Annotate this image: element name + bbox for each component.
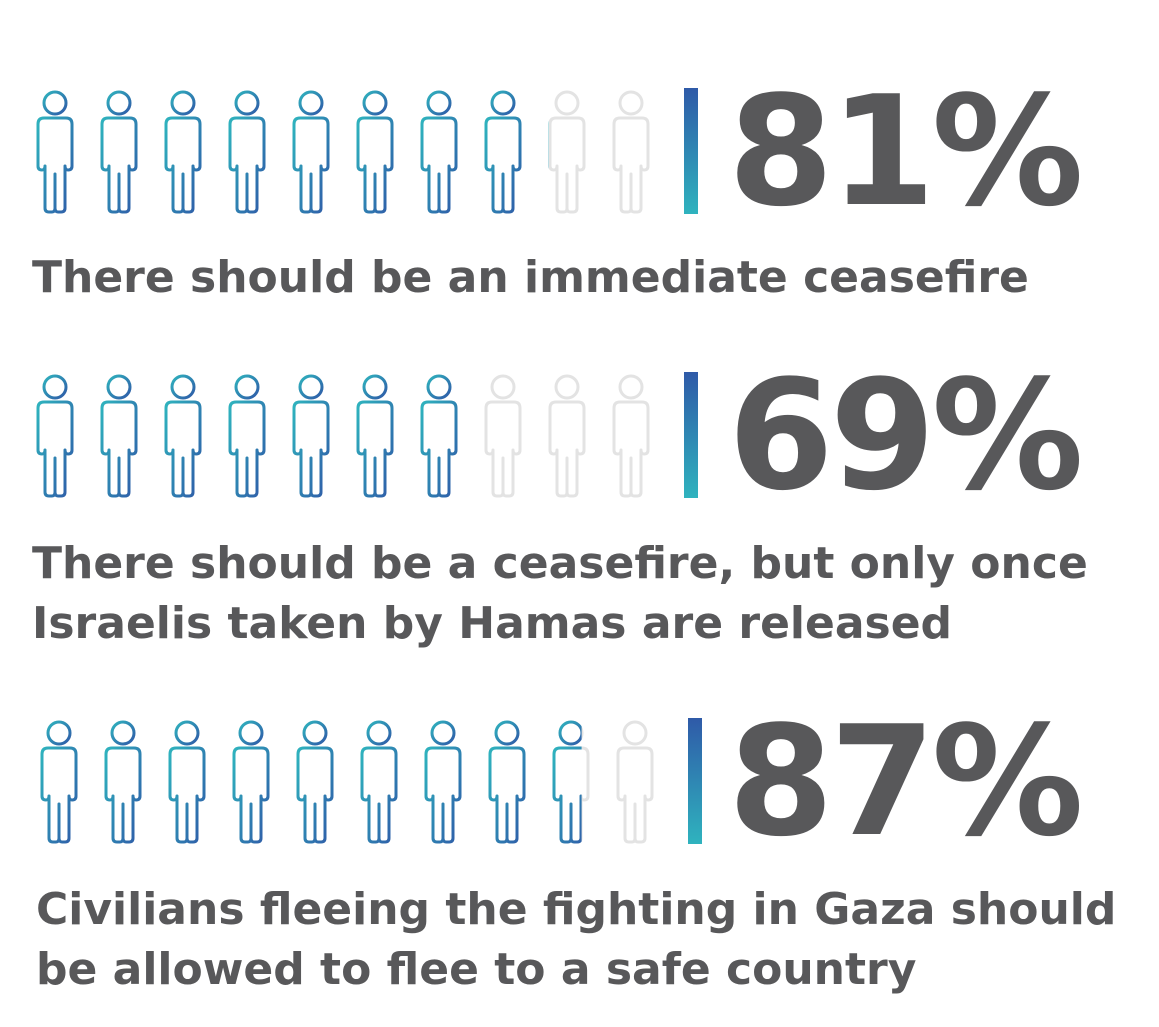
person-icon [488, 720, 526, 844]
person-icon [612, 374, 650, 498]
accent-bar-1 [684, 88, 698, 214]
person-icon [420, 374, 458, 498]
person-icon [420, 90, 458, 214]
person-icon [36, 374, 74, 498]
person-icon [296, 720, 334, 844]
pictogram-row-1 [36, 90, 650, 214]
person-icon [356, 374, 394, 498]
person-icon [168, 720, 206, 844]
person-icon [292, 90, 330, 214]
accent-bar-2 [684, 372, 698, 498]
person-icon [484, 374, 522, 498]
person-icon [100, 90, 138, 214]
person-icon [612, 90, 650, 214]
person-icon [228, 90, 266, 214]
percent-value-1: 81% [728, 63, 1084, 240]
person-icon [104, 720, 142, 844]
person-icon [484, 90, 522, 214]
person-icon [164, 90, 202, 214]
person-icon [424, 720, 462, 844]
person-icon [360, 720, 398, 844]
person-icon [552, 720, 590, 844]
person-icon [616, 720, 654, 844]
person-icon [232, 720, 270, 844]
pictogram-row-2 [36, 374, 650, 498]
person-icon [548, 90, 586, 214]
person-icon [292, 374, 330, 498]
person-icon [36, 90, 74, 214]
percent-value-2: 69% [728, 347, 1084, 524]
person-icon [356, 90, 394, 214]
person-icon [40, 720, 78, 844]
caption-1: There should be an immediate ceasefire [32, 252, 1029, 303]
person-icon [100, 374, 138, 498]
caption-2: There should be a ceasefire, but only on… [32, 538, 1088, 649]
caption-3: Civilians fleeing the fighting in Gaza s… [36, 884, 1117, 995]
person-icon [228, 374, 266, 498]
person-icon [164, 374, 202, 498]
accent-bar-3 [688, 718, 702, 844]
percent-value-3: 87% [728, 693, 1084, 870]
person-icon [548, 374, 586, 498]
pictogram-row-3 [40, 720, 654, 844]
